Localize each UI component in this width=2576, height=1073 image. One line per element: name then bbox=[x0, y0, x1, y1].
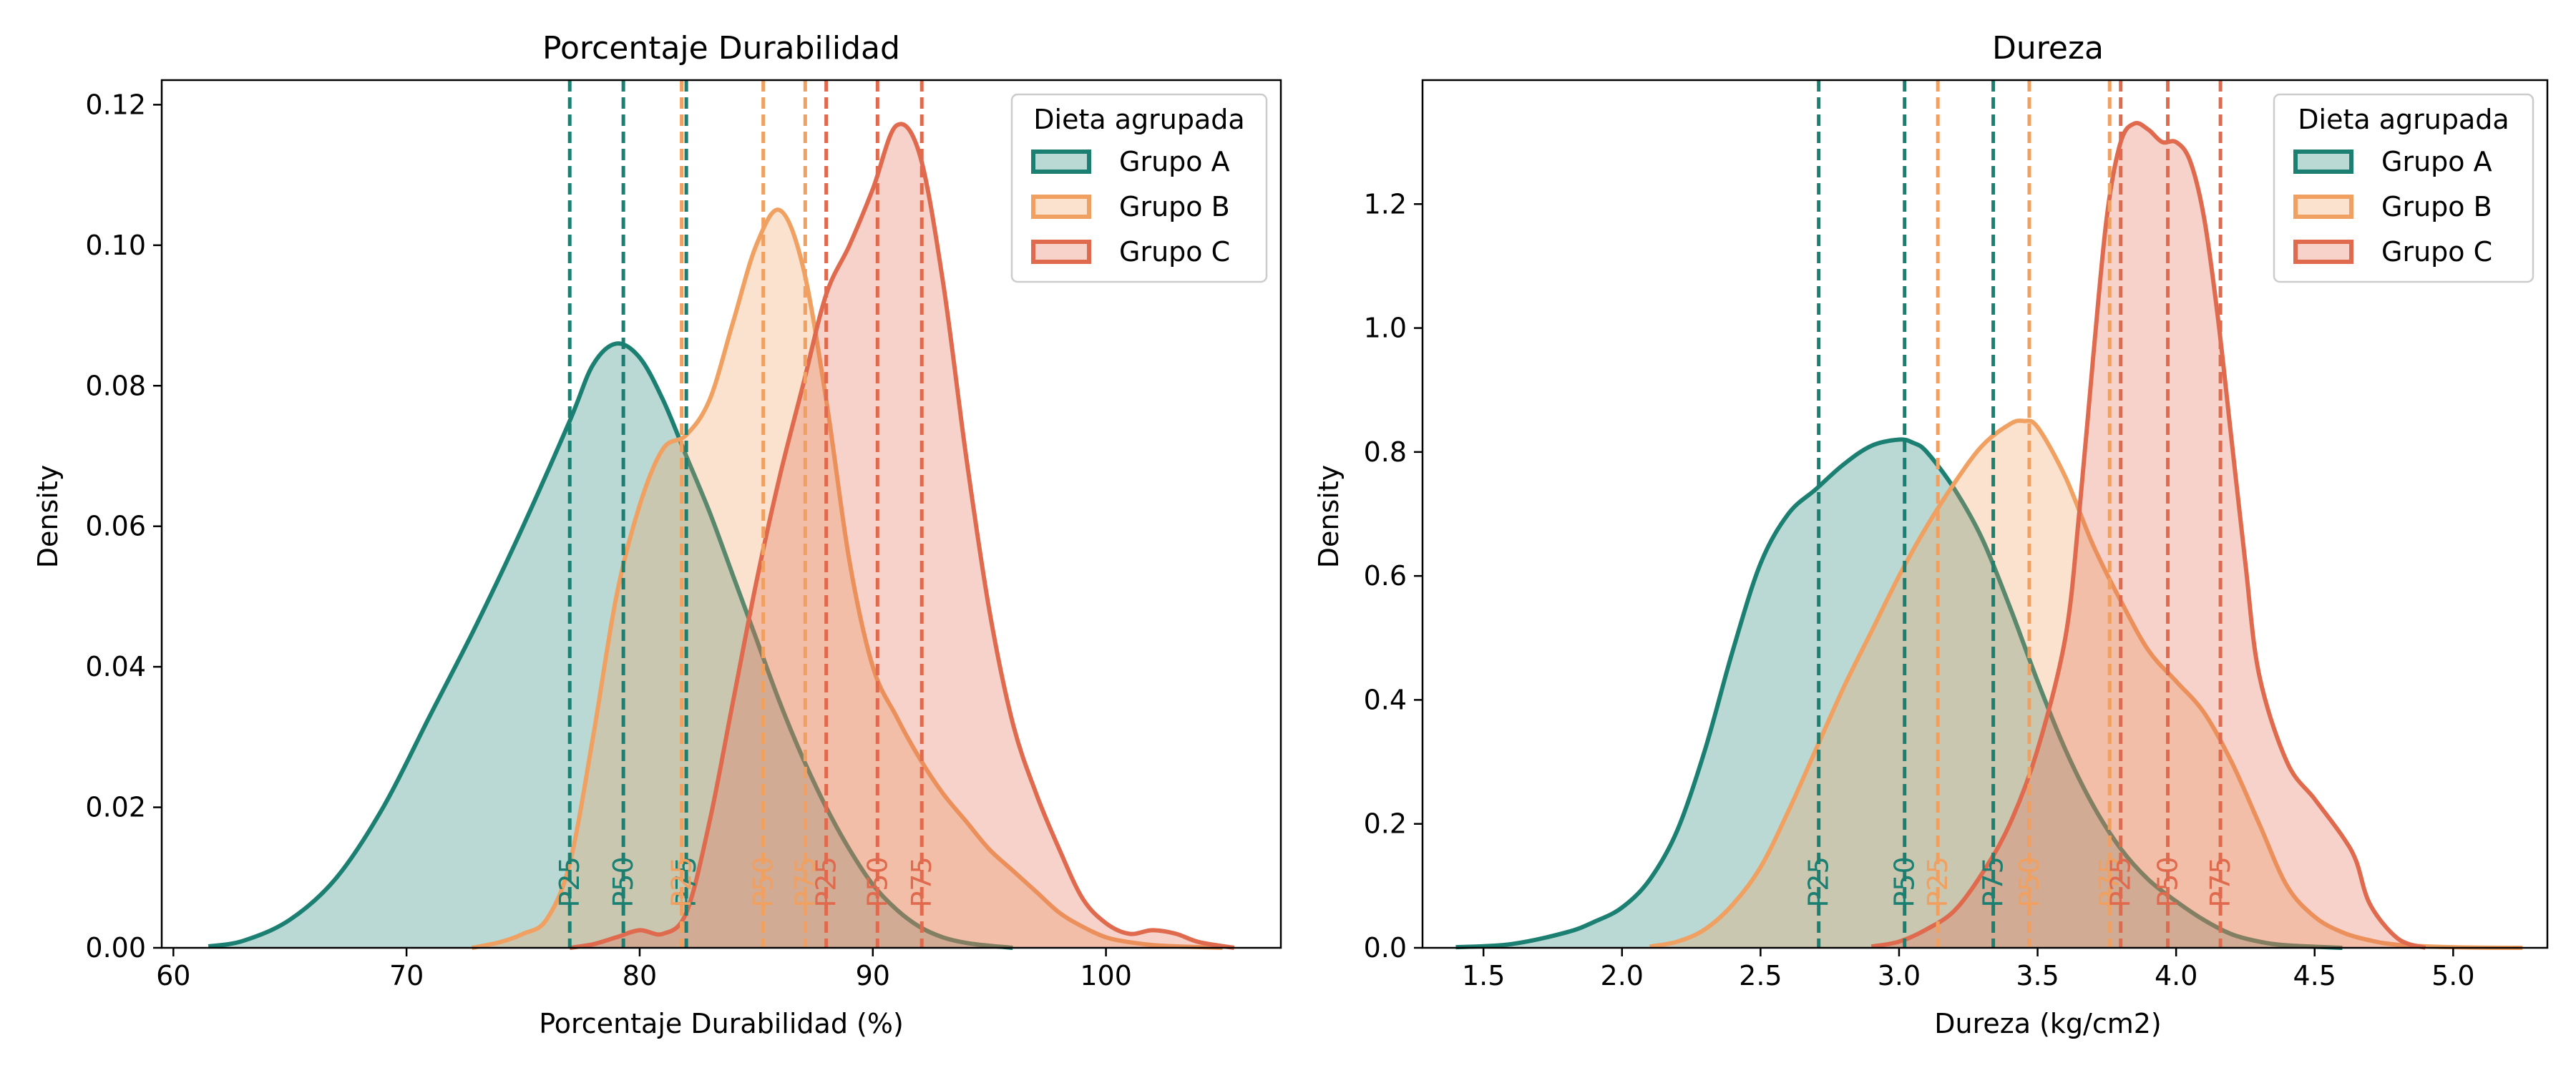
grupo-b-p25-label: P25 bbox=[666, 856, 698, 907]
x-tick-label: 5.0 bbox=[2431, 960, 2474, 991]
x-tick-label: 4.5 bbox=[2293, 960, 2336, 991]
grupo-a-legend-label: Grupo A bbox=[1119, 146, 1230, 177]
x-tick-label: 2.0 bbox=[1601, 960, 1644, 991]
grupo-c-p50-label: P50 bbox=[2152, 856, 2184, 907]
grupo-a-legend-swatch bbox=[1031, 150, 1091, 174]
axes: 1.5 2.0 2.5 3.0 3.5 4.0 4.5 5.0 0.0 0.2 0.4 0.6 0.8 1… bbox=[1364, 79, 2549, 991]
grupo-c-density-curve bbox=[1870, 121, 2426, 950]
y-tick-label: 0.2 bbox=[1364, 808, 1407, 840]
x-axis-label: Dureza (kg/cm2) bbox=[1934, 1008, 2162, 1039]
y-tick-label: 1.0 bbox=[1364, 313, 1407, 344]
x-tick-label: 70 bbox=[389, 960, 424, 991]
x-tick-label: 1.5 bbox=[1462, 960, 1505, 991]
y-axis-label: Density bbox=[32, 465, 64, 568]
grupo-b-p50-label: P50 bbox=[748, 856, 779, 907]
grupo-c-p75-label: P75 bbox=[2205, 856, 2236, 907]
y-tick-label: 0.10 bbox=[85, 230, 146, 261]
legend-title: Dieta agrupada bbox=[2298, 104, 2509, 135]
y-tick-label: 0.0 bbox=[1364, 932, 1407, 964]
grupo-c-p50-label: P50 bbox=[862, 856, 893, 907]
axes-frame bbox=[1421, 79, 2549, 949]
grupo-b-p75-label: P75 bbox=[2094, 856, 2125, 907]
grupo-a-density-area bbox=[1455, 439, 2343, 948]
x-tick-label: 3.5 bbox=[2016, 960, 2059, 991]
axes: 60 70 80 90 100 0.00 0.02 0.04 0.06 0.08 0.10 0.12 bbox=[85, 79, 1282, 991]
legend-title: Dieta agrupada bbox=[1033, 104, 1244, 135]
grupo-b-legend-swatch bbox=[2293, 195, 2353, 219]
y-tick-label: 0.04 bbox=[85, 651, 146, 682]
x-tick-label: 4.0 bbox=[2155, 960, 2197, 991]
legend: Dieta agrupada Grupo A Grupo B Grupo C bbox=[2273, 93, 2534, 283]
y-tick-label: 0.4 bbox=[1364, 684, 1407, 715]
grupo-a-p75-label: P75 bbox=[1978, 856, 2009, 907]
grupo-c-legend-swatch bbox=[2293, 240, 2353, 264]
y-tick-label: 0.12 bbox=[85, 89, 146, 120]
y-axis-label: Density bbox=[1313, 465, 1345, 568]
grupo-c-density-area bbox=[570, 124, 1234, 949]
y-tick-label: 0.00 bbox=[85, 932, 146, 964]
grupo-c-p75-label: P75 bbox=[906, 856, 937, 907]
y-tick-label: 0.6 bbox=[1364, 560, 1407, 592]
x-tick-label: 60 bbox=[156, 960, 190, 991]
grupo-c-density-area bbox=[1871, 122, 2426, 948]
chart-title: Porcentaje Durabilidad bbox=[542, 30, 900, 67]
y-tick-label: 0.06 bbox=[85, 511, 146, 542]
grupo-b-density-area bbox=[1649, 421, 2523, 948]
grupo-a-p50-label: P50 bbox=[1889, 856, 1921, 907]
chart-title: Dureza bbox=[1992, 30, 2104, 67]
grupo-a-p25-label: P25 bbox=[554, 856, 585, 907]
y-tick-label: 0.02 bbox=[85, 792, 146, 823]
grupo-b-density-area bbox=[472, 210, 1223, 948]
grupo-a-legend-swatch bbox=[2293, 150, 2353, 174]
grupo-a-p25-label: P25 bbox=[1803, 856, 1835, 907]
legend: Dieta agrupada Grupo A Grupo B Grupo C bbox=[1010, 93, 1268, 283]
y-tick-label: 1.2 bbox=[1364, 188, 1407, 220]
x-tick-label: 3.0 bbox=[1878, 960, 1921, 991]
grupo-b-p25-label: P25 bbox=[1922, 856, 1953, 907]
grupo-c-p25-label: P25 bbox=[811, 856, 842, 907]
grupo-b-legend-label: Grupo B bbox=[2381, 191, 2492, 222]
x-tick-label: 100 bbox=[1080, 960, 1132, 991]
x-tick-label: 90 bbox=[856, 960, 890, 991]
y-tick-label: 0.08 bbox=[85, 370, 146, 401]
axes-frame bbox=[160, 79, 1282, 949]
grupo-b-legend-swatch bbox=[1031, 195, 1091, 219]
grupo-c-legend-label: Grupo C bbox=[2381, 236, 2492, 268]
grupo-b-density-curve bbox=[1649, 418, 2523, 950]
grupo-b-p50-label: P50 bbox=[2014, 856, 2045, 907]
legend-box bbox=[1010, 93, 1268, 283]
grupo-a-p50-label: P50 bbox=[608, 856, 639, 907]
grupo-c-legend-label: Grupo C bbox=[1119, 236, 1230, 268]
grupo-b-p75-label: P75 bbox=[789, 856, 821, 907]
grupo-c-density-curve bbox=[569, 122, 1235, 950]
grupo-a-legend-label: Grupo A bbox=[2381, 146, 2492, 177]
grupo-a-density-area bbox=[208, 343, 1013, 948]
grupo-b-legend-label: Grupo B bbox=[1119, 191, 1230, 222]
grupo-a-density-curve bbox=[1455, 437, 2343, 950]
x-axis-label: Porcentaje Durabilidad (%) bbox=[539, 1008, 904, 1039]
legend-box bbox=[2273, 93, 2534, 283]
grupo-c-p25-label: P25 bbox=[2105, 856, 2137, 907]
x-tick-label: 2.5 bbox=[1739, 960, 1782, 991]
y-tick-label: 0.8 bbox=[1364, 436, 1407, 468]
grupo-c-legend-swatch bbox=[1031, 240, 1091, 264]
grupo-a-p75-label: P75 bbox=[670, 856, 702, 907]
x-tick-label: 80 bbox=[623, 960, 657, 991]
